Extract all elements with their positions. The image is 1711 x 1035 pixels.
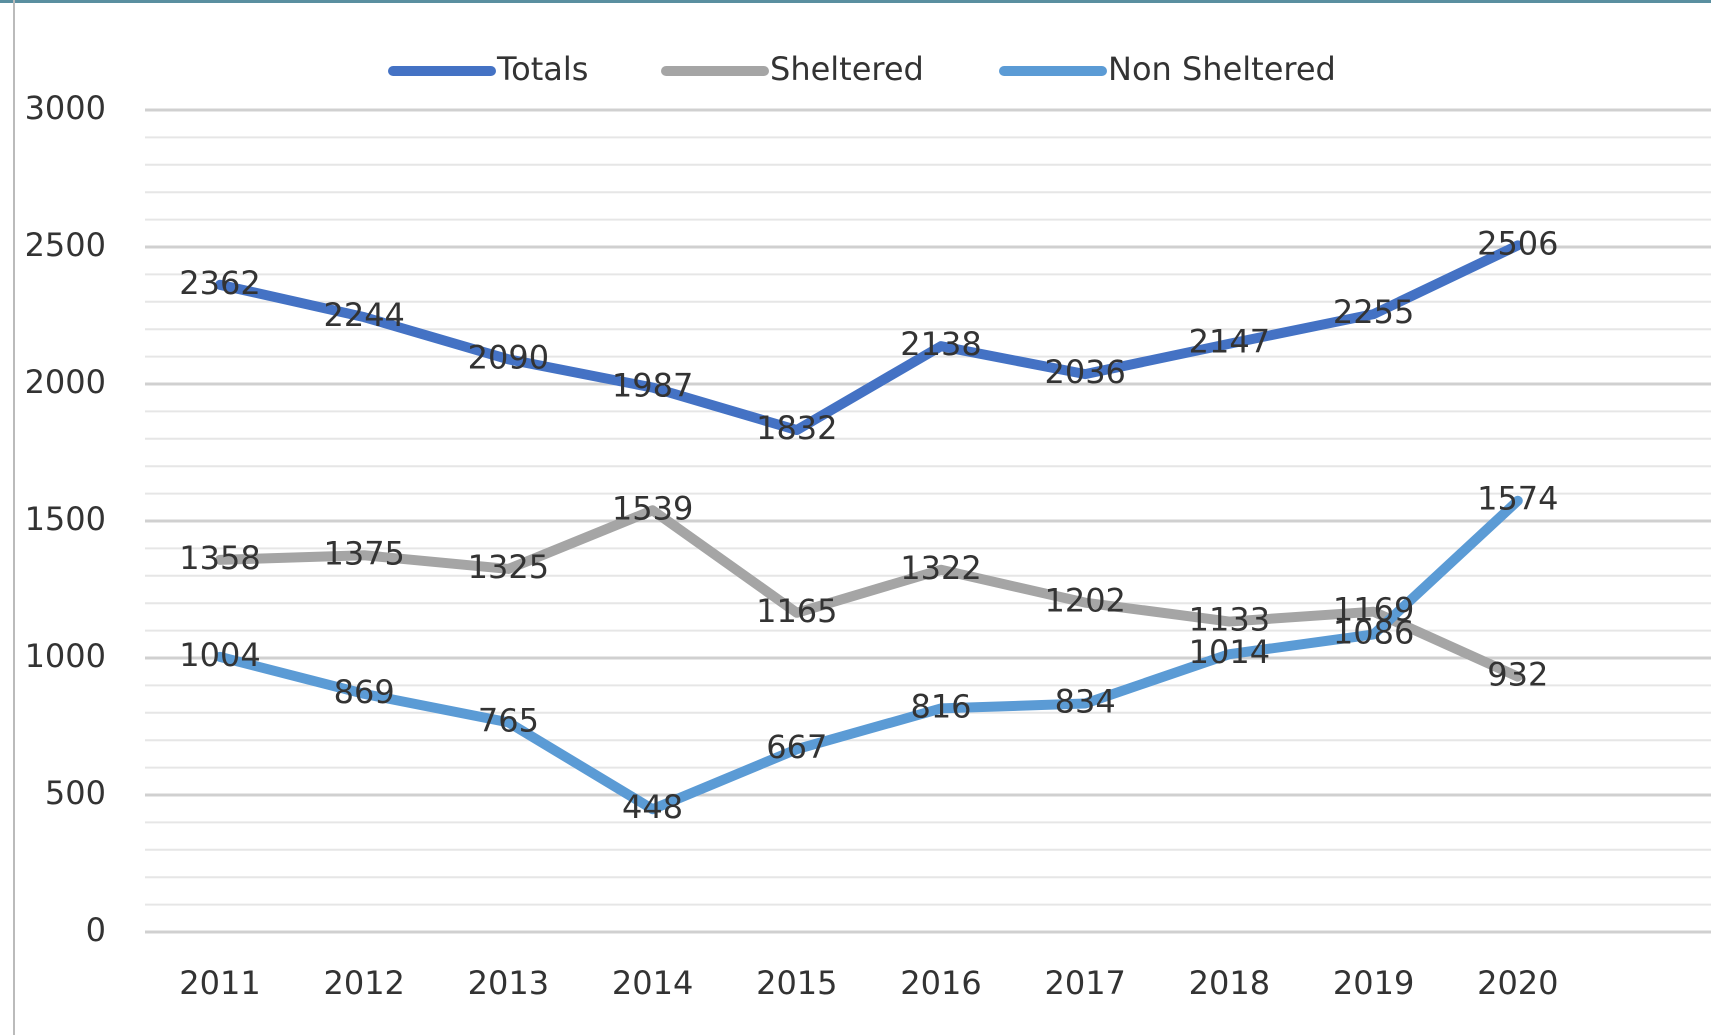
x-tick-label: 2014 — [612, 964, 693, 1002]
data-label: 2506 — [1477, 224, 1558, 262]
data-label: 1169 — [1333, 591, 1414, 629]
data-label: 1014 — [1189, 633, 1270, 671]
data-label: 448 — [622, 788, 683, 826]
data-label: 2255 — [1333, 293, 1414, 331]
x-tick-label: 2012 — [323, 964, 404, 1002]
data-label: 2090 — [468, 338, 549, 376]
data-label: 1202 — [1044, 582, 1125, 620]
data-label: 1574 — [1477, 480, 1558, 518]
legend-label: Non Sheltered — [1108, 50, 1336, 88]
x-tick-label: 2011 — [179, 964, 260, 1002]
data-label: 932 — [1487, 656, 1548, 694]
legend-label: Sheltered — [770, 50, 924, 88]
series-line — [215, 495, 1523, 815]
data-label: 2036 — [1044, 353, 1125, 391]
series-line — [215, 505, 1523, 682]
legend: Totals Sheltered Non Sheltered — [388, 50, 1336, 88]
data-label: 1004 — [179, 636, 260, 674]
data-label: 765 — [478, 701, 539, 739]
y-tick-label: 500 — [45, 774, 106, 812]
y-tick-label: 0 — [86, 911, 106, 949]
data-label: 1832 — [756, 409, 837, 447]
x-tick-label: 2015 — [756, 964, 837, 1002]
data-label: 1375 — [323, 534, 404, 572]
x-tick-label: 2019 — [1333, 964, 1414, 1002]
data-label: 1165 — [756, 592, 837, 630]
data-label: 1987 — [612, 367, 693, 405]
data-label: 869 — [334, 673, 395, 711]
data-label: 1358 — [179, 539, 260, 577]
series-line — [215, 240, 1523, 436]
data-label: 1133 — [1189, 601, 1270, 639]
data-label: 1086 — [1333, 613, 1414, 651]
data-label: 1539 — [612, 489, 693, 527]
data-label: 834 — [1055, 682, 1116, 720]
data-label: 2244 — [323, 296, 404, 334]
data-label: 2138 — [900, 325, 981, 363]
data-label: 1325 — [468, 548, 549, 586]
data-label: 667 — [766, 728, 827, 766]
data-label: 2362 — [179, 264, 260, 302]
x-tick-label: 2017 — [1044, 964, 1125, 1002]
x-tick-label: 2016 — [900, 964, 981, 1002]
y-tick-label: 3000 — [25, 89, 106, 127]
data-label: 1322 — [900, 549, 981, 587]
y-tick-label: 1000 — [25, 637, 106, 675]
y-tick-label: 1500 — [25, 500, 106, 538]
data-label: 2147 — [1189, 323, 1270, 361]
x-tick-label: 2018 — [1189, 964, 1270, 1002]
x-tick-label: 2020 — [1477, 964, 1558, 1002]
y-tick-label: 2000 — [25, 363, 106, 401]
plot: 2362 2244 2090 1987 1832 2138 2036 2147 2255 2506… — [179, 224, 1558, 826]
data-label: 816 — [910, 687, 971, 725]
legend-label: Totals — [496, 50, 588, 88]
y-tick-label: 2500 — [25, 226, 106, 264]
x-tick-label: 2013 — [468, 964, 549, 1002]
